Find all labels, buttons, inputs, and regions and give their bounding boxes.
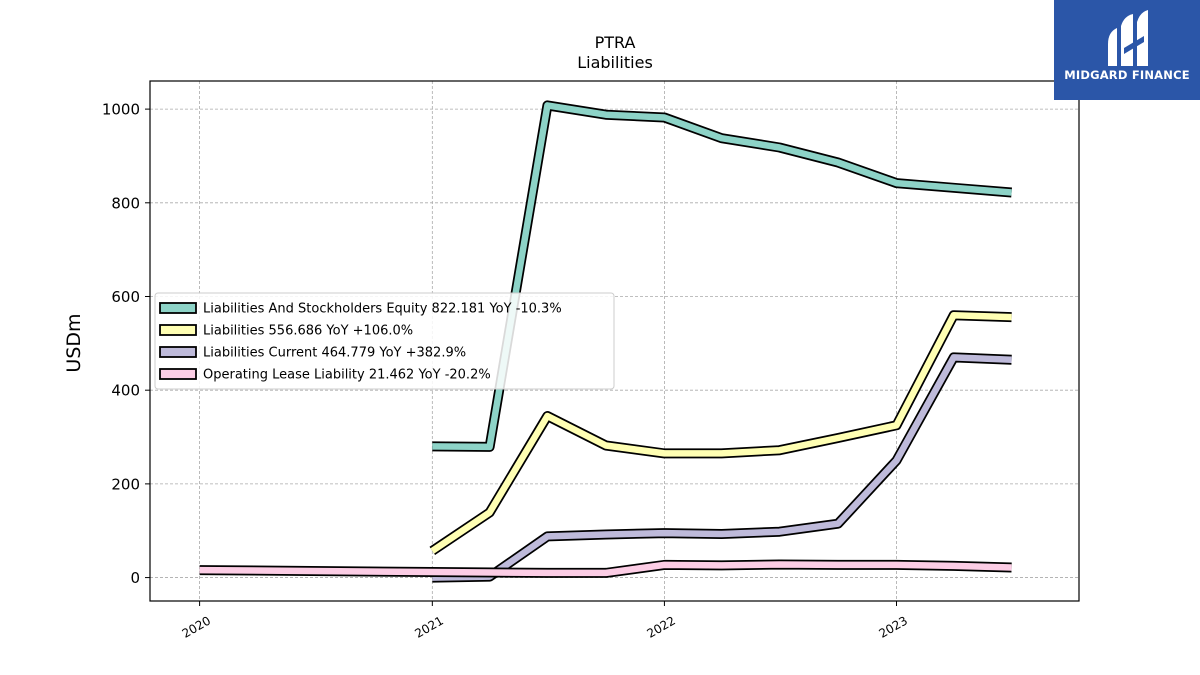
series-line (432, 354, 1012, 581)
x-tick-label: 2022 (644, 613, 677, 640)
y-tick-label: 200 (111, 475, 140, 493)
y-tick-label: 800 (111, 194, 140, 212)
brand-mark-icon (1108, 10, 1148, 66)
y-tick-label: 1000 (102, 101, 140, 119)
x-tick-label: 2021 (412, 613, 445, 640)
plot-frame (149, 80, 1080, 602)
series-line (430, 311, 1012, 554)
y-axis-label: USDm (63, 313, 85, 372)
legend-label: Liabilities 556.686 YoY +106.0% (203, 324, 413, 339)
x-tick-label: 2023 (877, 613, 910, 640)
brand-name: MIDGARD FINANCE (1064, 68, 1190, 82)
x-tick-label: 2020 (180, 613, 213, 640)
series-lines (199, 100, 1013, 583)
y-tick-label: 400 (111, 382, 140, 400)
legend-swatch (159, 302, 197, 314)
legend-label: Liabilities And Stockholders Equity 822.… (203, 302, 562, 317)
legend: Liabilities And Stockholders Equity 822.… (154, 292, 615, 390)
legend-label: Liabilities Current 464.779 YoY +382.9% (203, 346, 466, 361)
legend-box (154, 292, 615, 390)
y-tick-label: 0 (130, 569, 140, 587)
series-line (432, 102, 1012, 451)
legend-swatch (159, 324, 197, 336)
series-line (199, 561, 1012, 577)
y-tick-label: 600 (111, 288, 140, 306)
chart-subtitle: Liabilities (577, 53, 653, 72)
brand-logo: MIDGARD FINANCE (1054, 0, 1200, 100)
legend-swatch (159, 368, 197, 380)
chart-title: PTRA (595, 33, 636, 52)
legend-swatch (159, 346, 197, 358)
legend-label: Operating Lease Liability 21.462 YoY -20… (203, 368, 491, 383)
